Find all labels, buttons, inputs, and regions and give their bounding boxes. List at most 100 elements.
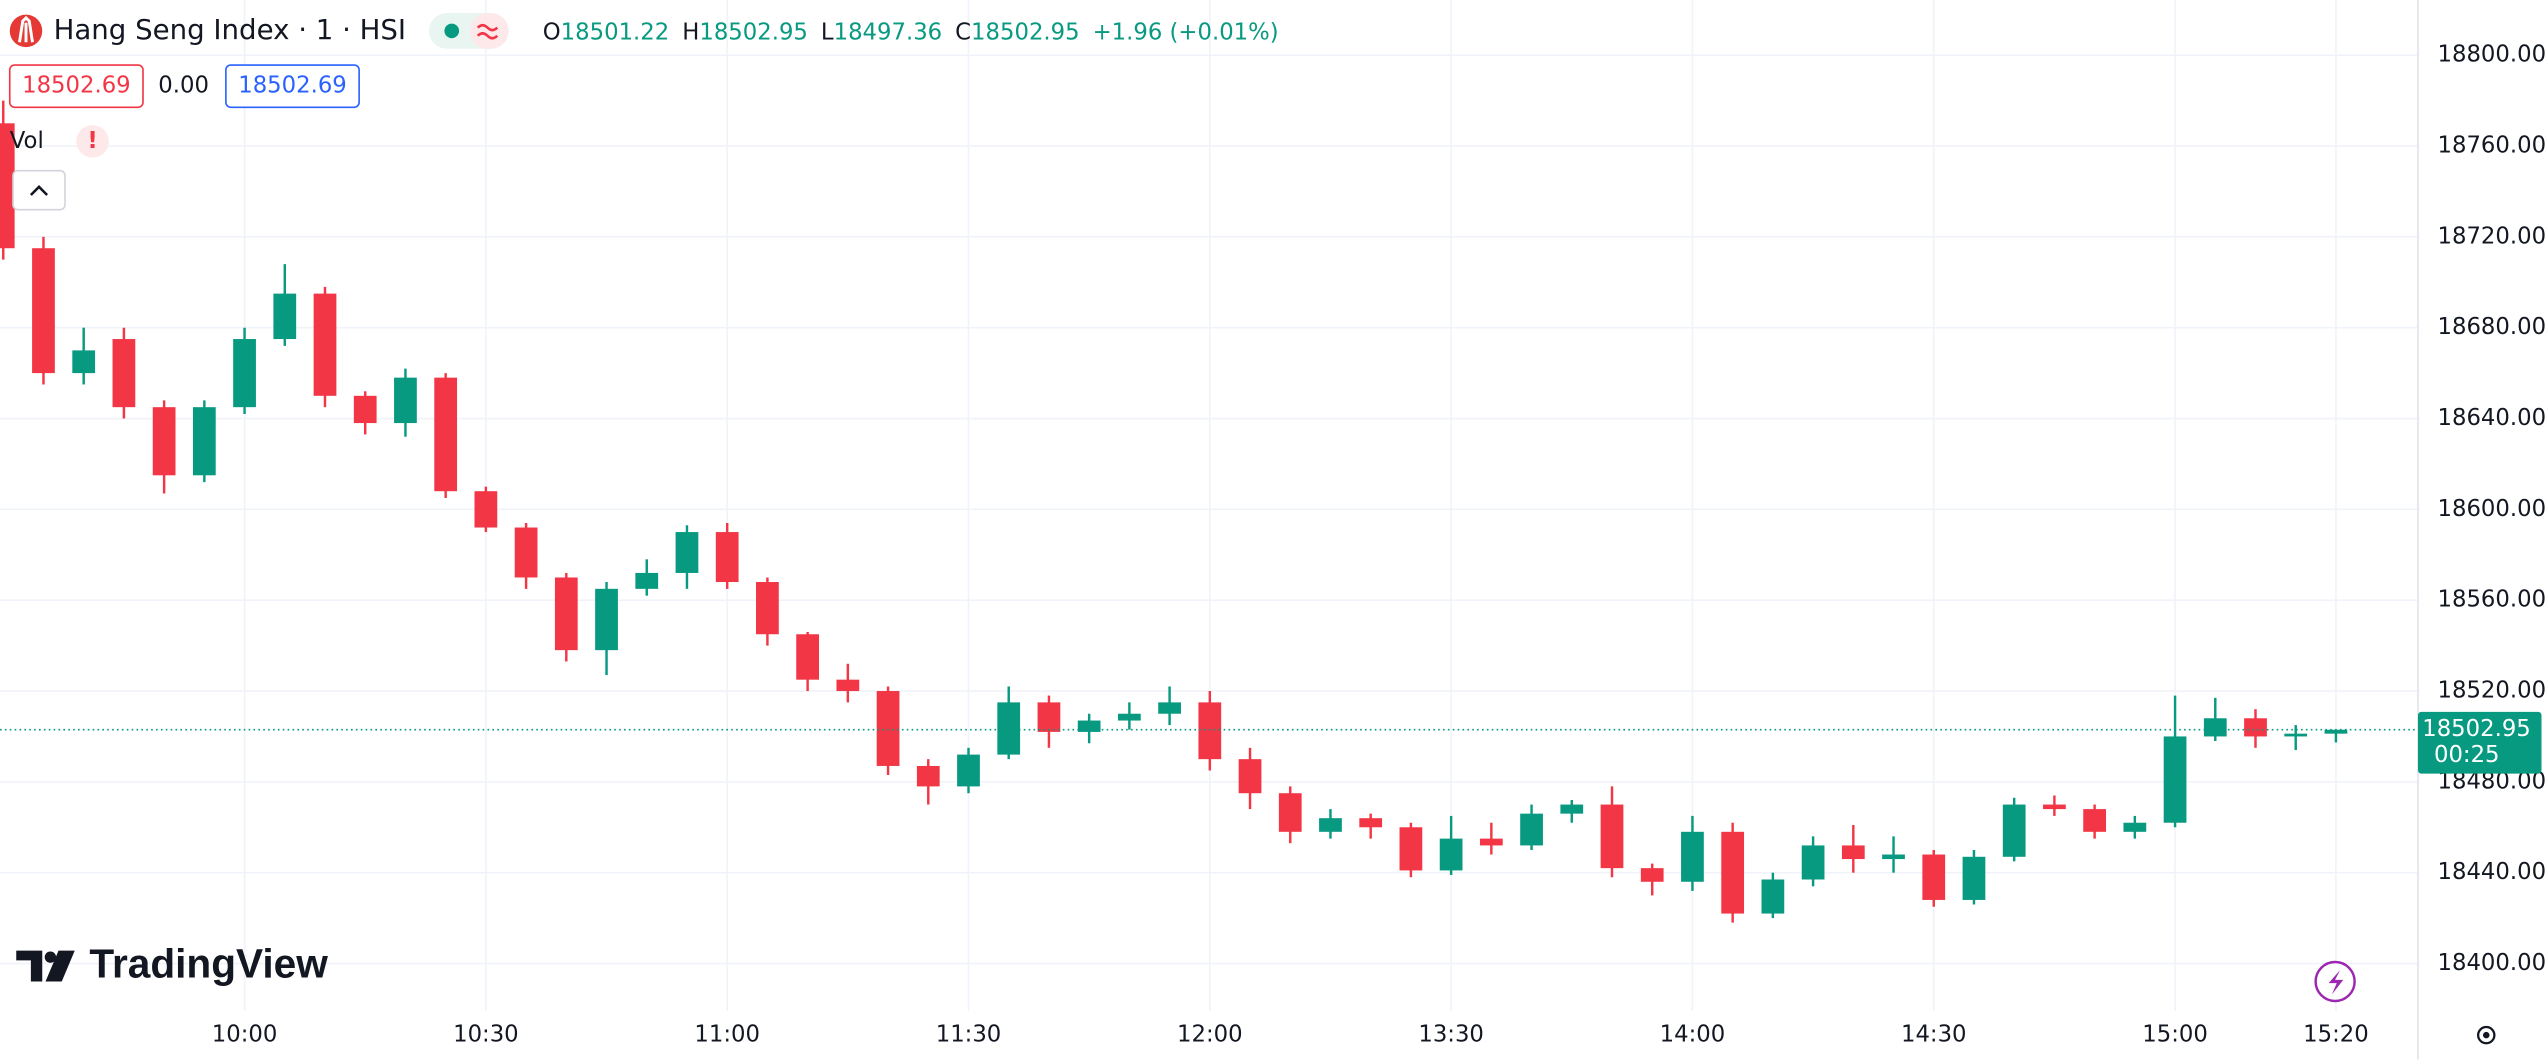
candle-body (233, 339, 256, 408)
candle-body (756, 582, 779, 635)
candle-body (1238, 759, 1262, 794)
candle-body (1037, 702, 1061, 732)
candle-body (796, 634, 819, 680)
candle-body (876, 691, 900, 766)
x-tick-label: 14:30 (1901, 1022, 1967, 1048)
bid: 18502.69 (22, 73, 131, 99)
legend-key: O (543, 19, 561, 45)
y-tick-label: 18800.00 (2438, 42, 2547, 68)
candle-body (1882, 854, 1905, 860)
countdown: 00:25 (2434, 742, 2500, 768)
brand-glyph-slash (45, 950, 75, 982)
volume-warning[interactable] (76, 125, 109, 158)
ask: 18502.69 (238, 73, 347, 99)
candle-body (514, 527, 538, 578)
candle-body (273, 293, 297, 340)
candle-body (595, 588, 618, 651)
legend-key: H (682, 19, 699, 45)
candle-body (2002, 804, 2026, 857)
candle-body (957, 754, 980, 787)
brand-name: TradingView (89, 941, 328, 987)
candle-body (836, 679, 860, 692)
x-tick-label: 10:00 (212, 1022, 278, 1048)
x-tick-label: 13:30 (1418, 1022, 1484, 1048)
candle-body (1681, 831, 1704, 882)
candle-body (1761, 879, 1785, 914)
candle-body (112, 339, 136, 408)
candle-body (2324, 729, 2348, 734)
y-tick-label: 18400.00 (2438, 950, 2547, 976)
candle-body (997, 702, 1021, 755)
x-tick-label: 14:00 (1660, 1022, 1726, 1048)
settings-button[interactable] (2476, 1025, 2496, 1045)
ask-box[interactable] (225, 64, 360, 109)
last-price-label: 18502.95 (2422, 716, 2531, 742)
volume-label[interactable]: Vol (10, 128, 44, 154)
candle-body (2284, 733, 2308, 737)
candle-body (2083, 809, 2106, 832)
collapse-button[interactable] (12, 169, 66, 211)
candle-body (1319, 818, 1342, 832)
y-tick-label: 18680.00 (2438, 314, 2547, 340)
y-tick-label: 18440.00 (2438, 859, 2547, 885)
candle-body (2043, 804, 2066, 810)
candle-body (1801, 845, 1825, 880)
candle-body (2163, 736, 2187, 823)
symbol-title[interactable]: Hang Seng Index · 1 · HSI (54, 13, 406, 46)
candle-body (2203, 718, 2227, 737)
candle-body (152, 407, 176, 476)
candle-body (32, 248, 55, 374)
candle-body (715, 532, 739, 583)
legend-value: 18497.36 (834, 19, 943, 45)
brand-logo[interactable]: TradingView (16, 941, 328, 987)
candle-body (0, 123, 15, 249)
brand-glyph (16, 950, 43, 982)
y-tick-label: 18560.00 (2438, 587, 2547, 613)
candle-body (1399, 827, 1423, 871)
candle-body (1359, 818, 1383, 828)
candle-body (554, 577, 578, 651)
x-tick-label: 15:20 (2303, 1022, 2369, 1048)
candle-body (675, 532, 699, 573)
candle-body (192, 407, 216, 476)
legend-key: L (821, 19, 834, 45)
x-tick-label: 11:30 (936, 1022, 1002, 1048)
candle-body (1479, 838, 1503, 846)
candle-body (1077, 720, 1101, 732)
collapse-icon (29, 185, 49, 196)
candle-body (1600, 804, 1624, 869)
candle-body (1278, 793, 1302, 832)
spread: 0.00 (158, 73, 209, 99)
bid-box[interactable] (8, 64, 144, 109)
candle-body (2123, 822, 2147, 832)
candle-body (1962, 856, 1986, 900)
y-tick-label: 18600.00 (2438, 496, 2547, 522)
candle-body (1118, 713, 1141, 721)
legend-value: 18502.95 (699, 19, 808, 45)
candle-body (353, 395, 377, 424)
candle-body (1922, 854, 1946, 900)
delay-icon (476, 23, 499, 40)
y-tick-label: 18640.00 (2438, 405, 2547, 431)
last-price-tag (2418, 711, 2542, 774)
y-tick-label: 18720.00 (2438, 223, 2547, 249)
legend-key: C (955, 19, 971, 45)
market-open-dot (444, 23, 460, 39)
lightning-icon (2328, 970, 2344, 995)
x-tick-label: 10:30 (453, 1022, 519, 1048)
candle-body (313, 293, 337, 396)
candle-body (1560, 804, 1584, 814)
warning-glyph: ! (87, 128, 97, 154)
candles (0, 100, 2348, 923)
candle-body (1640, 868, 1664, 882)
candle-body (916, 765, 940, 787)
x-tick-label: 15:00 (2142, 1022, 2208, 1048)
brand-glyph-dot (44, 951, 57, 963)
candle-body (1198, 702, 1222, 760)
candle-body (72, 350, 96, 374)
settings-icon (2483, 1031, 2490, 1039)
